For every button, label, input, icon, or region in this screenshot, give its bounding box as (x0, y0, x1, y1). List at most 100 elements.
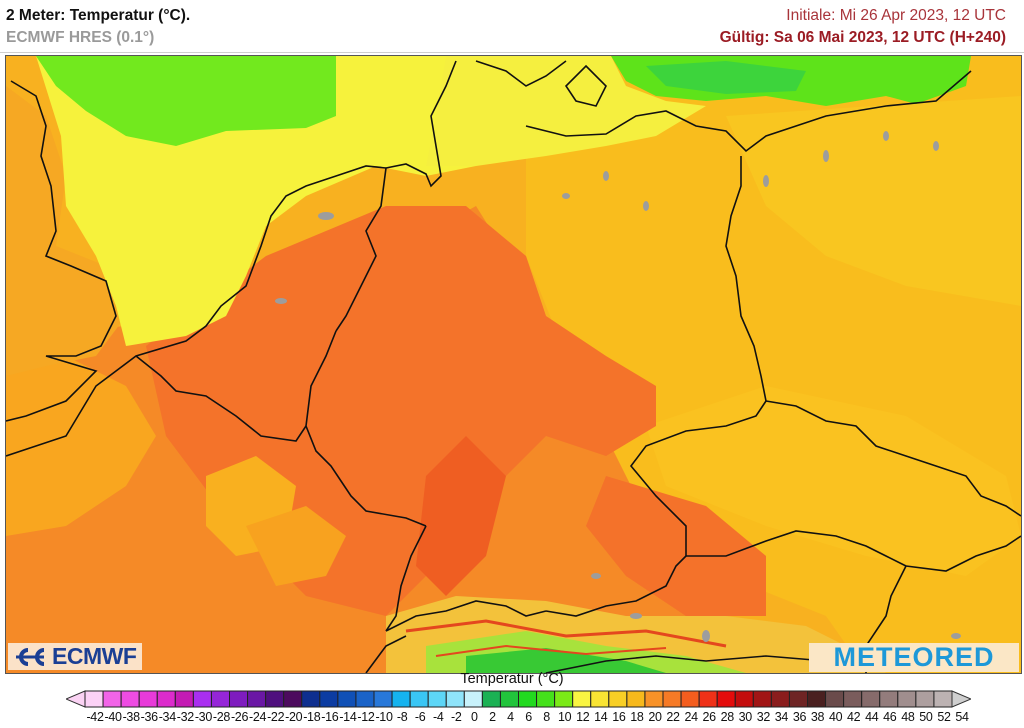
temperature-map[interactable] (5, 55, 1022, 674)
colorbar-tick-label: -2 (451, 710, 462, 724)
colorbar-tick-label: -6 (414, 710, 426, 724)
colorbar-swatch (843, 690, 863, 708)
colorbar-swatch (554, 690, 574, 708)
colorbar-tick-label: 10 (558, 710, 572, 724)
colorbar-swatch (608, 690, 628, 708)
colorbar-under-triangle (64, 690, 86, 708)
colorbar-tick-label: 54 (955, 710, 969, 724)
colorbar-tick-label: -8 (396, 710, 408, 724)
colorbar-swatch (644, 690, 664, 708)
colorbar-swatch (499, 690, 519, 708)
colorbar-swatch (626, 690, 646, 708)
ecmwf-logo-text: ECMWF (52, 643, 137, 669)
colorbar-swatch (319, 690, 339, 708)
colorbar-tick-label: 52 (937, 710, 951, 724)
header-divider (0, 52, 1024, 53)
colorbar-swatch (590, 690, 610, 708)
colorbar-title: Temperatur (°C) (460, 671, 564, 687)
colorbar-swatch (337, 690, 357, 708)
colorbar-swatch (879, 690, 899, 708)
colorbar-tick-label: -24 (249, 710, 267, 724)
colorbar-swatch (355, 690, 375, 708)
colorbar-swatch (788, 690, 808, 708)
colorbar-swatch (572, 690, 592, 708)
colorbar-tick-label: -12 (357, 710, 375, 724)
colorbar-tick-label: -28 (212, 710, 231, 724)
colorbar-swatch (915, 690, 935, 708)
colorbar-swatch (536, 690, 556, 708)
colorbar-swatch (427, 690, 447, 708)
colorbar-swatch (481, 690, 501, 708)
colorbar-tick-label: 46 (883, 710, 897, 724)
colorbar-tick-label: -42 (86, 710, 104, 724)
colorbar-swatch (662, 690, 682, 708)
init-time: Initiale: Mi 26 Apr 2023, 12 UTC (786, 7, 1006, 24)
colorbar-tick-label: 20 (648, 710, 662, 724)
colorbar-swatch (301, 690, 321, 708)
colorbar-tick-label: 28 (720, 710, 735, 724)
colorbar-tick-label: 0 (471, 710, 478, 724)
colorbar-tick-label: -16 (321, 710, 339, 724)
colorbar-tick-label: 12 (576, 710, 590, 724)
colorbar-swatch (210, 690, 230, 708)
colorbar-tick-label: -32 (176, 710, 194, 724)
colorbar-tick-label: 42 (847, 710, 861, 724)
colorbar-swatch (897, 690, 917, 708)
colorbar-tick-label: 34 (774, 710, 789, 724)
colorbar-swatch (861, 690, 881, 708)
colorbar-tick-label: 38 (810, 710, 825, 724)
colorbar-tick-label: -10 (375, 710, 393, 724)
colorbar-tick-label: -22 (267, 710, 285, 724)
map-canvas (6, 56, 1021, 673)
colorbar-tick-label: -40 (104, 710, 122, 724)
model-label: ECMWF HRES (0.1°) (6, 29, 155, 46)
colorbar-tick-labels: -42 -40 -38 -36 -34 -32 -30 -28 -26 -24 -22 -20 -18-… (0, 710, 1024, 728)
colorbar-swatch (247, 690, 267, 708)
colorbar-tick-label: 22 (666, 710, 680, 724)
colorbar-swatch (752, 690, 772, 708)
colorbar-swatch (716, 690, 736, 708)
colorbar-tick-label: 24 (684, 710, 698, 724)
colorbar-tick-label: -30 (194, 710, 212, 724)
colorbar-swatch (770, 690, 790, 708)
colorbar-tick-label: -34 (158, 710, 176, 724)
colorbar-tick-label: 26 (702, 710, 717, 724)
colorbar-tick-label: 18 (630, 710, 644, 724)
colorbar-swatch (174, 690, 194, 708)
colorbar-tick-label: 44 (865, 710, 879, 724)
colorbar-tick-label: -26 (230, 710, 249, 724)
valid-time: Gültig: Sa 06 Mai 2023, 12 UTC (H+240) (719, 29, 1006, 46)
colorbar-swatch (283, 690, 303, 708)
colorbar-tick-label: 36 (792, 710, 807, 724)
colorbar-swatch (518, 690, 538, 708)
colorbar-tick-label: 50 (919, 710, 933, 724)
header-title: 2 Meter: Temperatur (°C). (6, 7, 191, 24)
colorbar-tick-label: -36 (140, 710, 158, 724)
colorbar-swatch (156, 690, 176, 708)
colorbar-swatch (825, 690, 845, 708)
colorbar-swatch (265, 690, 285, 708)
colorbar-tick-label: -20 (285, 710, 303, 724)
colorbar-swatch (84, 690, 104, 708)
colorbar-tick-label: -18 (303, 710, 321, 724)
colorbar-swatch (680, 690, 700, 708)
colorbar-over-triangle (951, 690, 973, 708)
colorbar-swatch (807, 690, 827, 708)
colorbar (64, 690, 973, 713)
colorbar-swatch (698, 690, 718, 708)
colorbar-tick-label: 6 (525, 710, 532, 724)
colorbar-swatch (229, 690, 249, 708)
colorbar-tick-label: 30 (738, 710, 753, 724)
colorbar-tick-label: 48 (901, 710, 915, 724)
colorbar-swatch (391, 690, 411, 708)
colorbar-tick-label: -38 (122, 710, 140, 724)
colorbar-swatch (463, 690, 483, 708)
colorbar-tick-label: 32 (756, 710, 771, 724)
colorbar-swatch (734, 690, 754, 708)
colorbar-tick-label: -4 (432, 710, 444, 724)
colorbar-swatch (192, 690, 212, 708)
ecmwf-logo: ECMWF (8, 643, 142, 670)
colorbar-swatch (102, 690, 122, 708)
colorbar-tick-label: 14 (594, 710, 608, 724)
colorbar-swatch (373, 690, 393, 708)
